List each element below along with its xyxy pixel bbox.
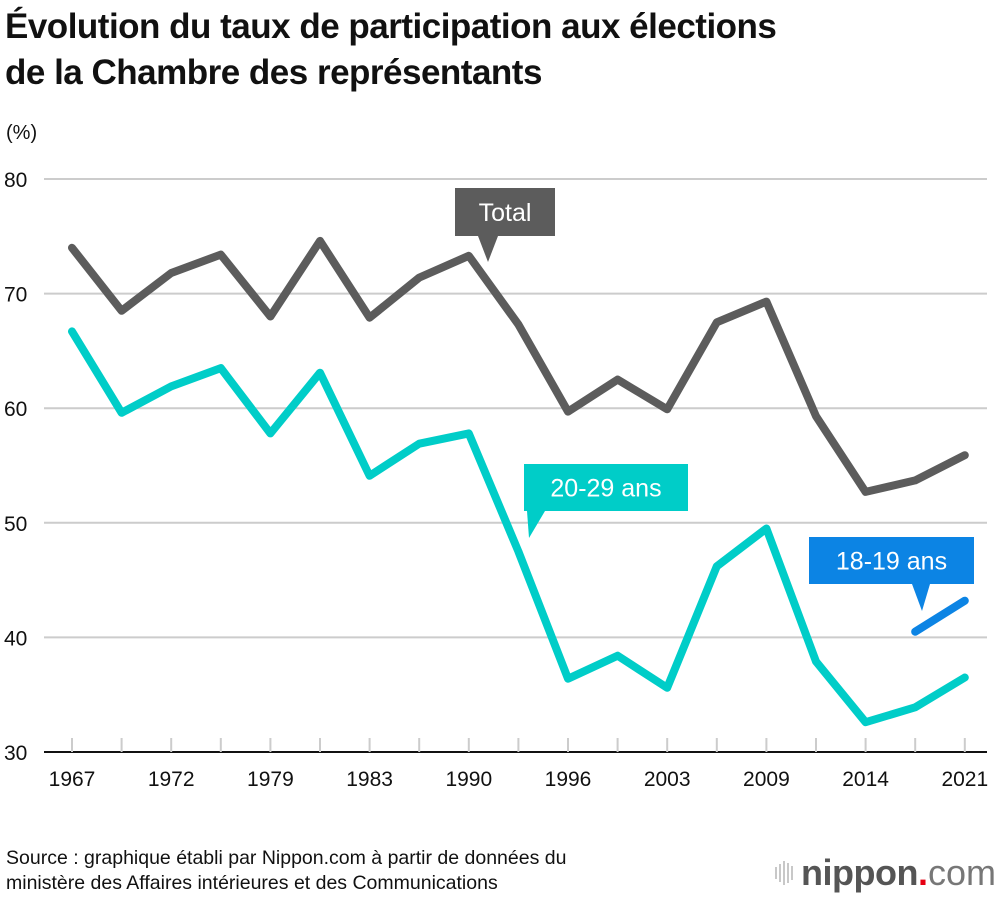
callout-20-29-ans: 20-29 ans bbox=[524, 464, 688, 538]
y-tick-label: 70 bbox=[4, 284, 27, 307]
callout-total: Total bbox=[455, 188, 555, 262]
y-tick-label: 40 bbox=[4, 627, 27, 650]
x-tick-label: 2021 bbox=[941, 768, 988, 791]
callout-pointer bbox=[478, 236, 498, 262]
callout-box bbox=[455, 188, 555, 236]
source-note: Source : graphique établi par Nippon.com… bbox=[6, 846, 566, 896]
gridlines bbox=[44, 178, 987, 639]
y-tick-label: 60 bbox=[4, 398, 27, 421]
y-tick-label: 50 bbox=[4, 513, 27, 536]
chart-title-line-1: Évolution du taux de participation aux é… bbox=[5, 7, 777, 46]
series-callouts: Total 20-29 ans 18-19 ans bbox=[455, 188, 974, 611]
series-lines bbox=[68, 236, 969, 727]
callout-label: 20-29 ans bbox=[550, 475, 661, 503]
series-line-18-19-ans bbox=[911, 596, 969, 636]
x-tick-label: 1972 bbox=[148, 768, 195, 791]
logo-suffix: com bbox=[927, 852, 996, 893]
source-line-2: ministère des Affaires intérieures et de… bbox=[6, 872, 498, 894]
x-axis: 1967 1972 1979 1983 1990 1996 2003 2009 2014 2021 bbox=[44, 738, 988, 791]
series-line-20-29-ans bbox=[68, 327, 969, 727]
callout-18-19-ans: 18-19 ans bbox=[809, 537, 974, 611]
callout-box bbox=[524, 464, 688, 511]
callout-label: Total bbox=[479, 199, 532, 227]
y-tick-label: 80 bbox=[4, 169, 27, 192]
chart-title-line-2: de la Chambre des représentants bbox=[5, 53, 542, 92]
callout-pointer bbox=[527, 511, 545, 538]
x-tick-label: 1967 bbox=[49, 768, 96, 791]
callout-box bbox=[809, 537, 974, 584]
x-tick-label: 1990 bbox=[445, 768, 492, 791]
x-tick-label: 1979 bbox=[247, 768, 294, 791]
line-chart: 30 40 50 60 70 80 1967 1972 1979 1983 1990 1996 200… bbox=[4, 169, 988, 791]
y-tick-label: 30 bbox=[4, 742, 27, 765]
source-line-1: Source : graphique établi par Nippon.com… bbox=[6, 847, 567, 869]
y-axis-ticks: 30 40 50 60 70 80 bbox=[4, 169, 27, 765]
logo-dot: . bbox=[917, 852, 928, 893]
sound-bars-icon bbox=[775, 861, 793, 885]
callout-pointer bbox=[912, 584, 930, 611]
chart-title: Évolution du taux de participation aux é… bbox=[5, 4, 777, 96]
y-axis-unit-label: (%) bbox=[6, 122, 38, 144]
logo-name: nippon bbox=[801, 852, 918, 893]
callout-label: 18-19 ans bbox=[836, 548, 947, 576]
x-tick-label: 1996 bbox=[545, 768, 592, 791]
x-tick-label: 2014 bbox=[842, 768, 889, 791]
x-tick-label: 2003 bbox=[644, 768, 691, 791]
series-line-total bbox=[68, 236, 969, 496]
x-tick-label: 2009 bbox=[743, 768, 790, 791]
nippon-logo: nippon. com bbox=[775, 851, 996, 895]
x-tick-label: 1983 bbox=[346, 768, 393, 791]
